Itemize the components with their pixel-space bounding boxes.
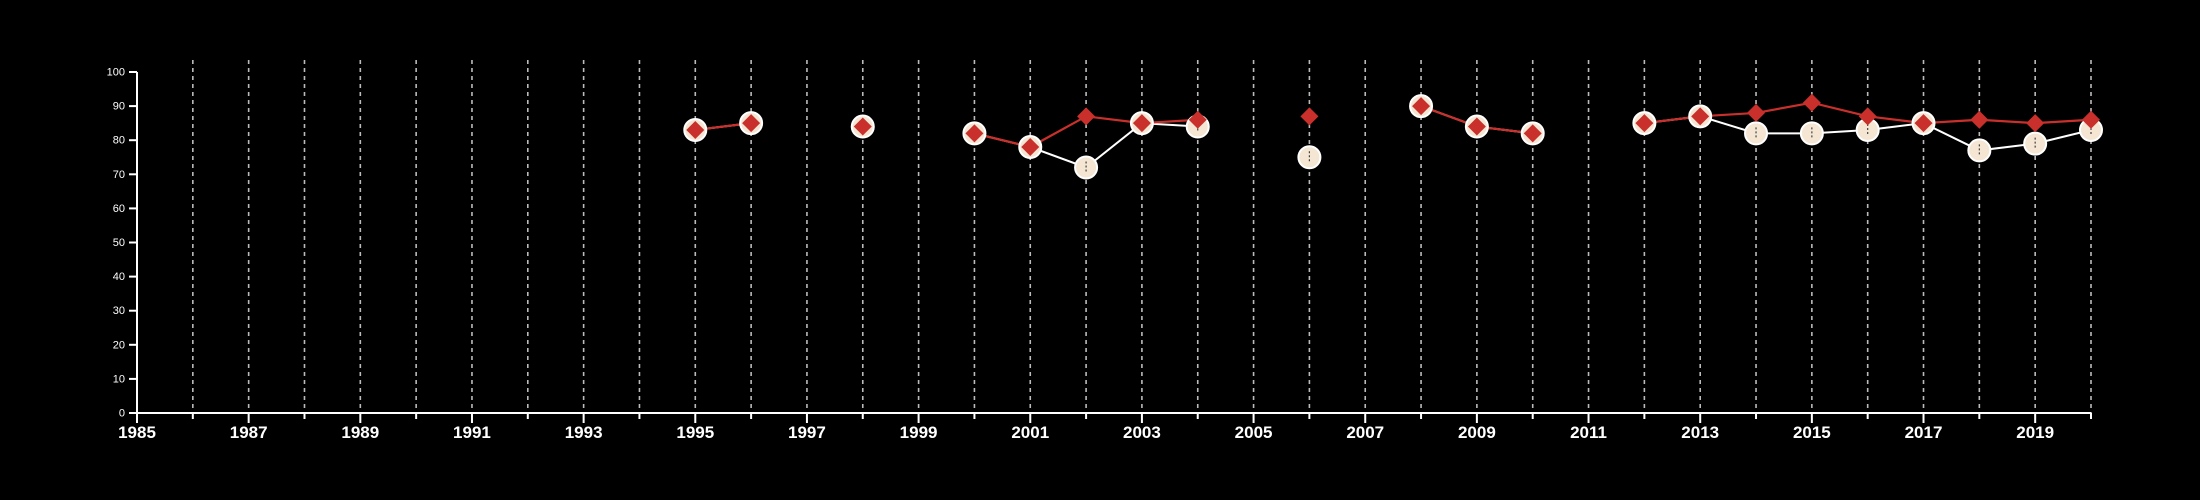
diamond-point-1998 [853, 117, 872, 136]
x-tick-label-2017: 2017 [1905, 423, 1943, 442]
x-tick-label-2003: 2003 [1123, 423, 1161, 442]
y-tick-label-80: 80 [113, 135, 125, 147]
y-tick-label-30: 30 [113, 305, 125, 317]
diamond-point-2006 [1300, 107, 1319, 126]
diamond-point-2009 [1467, 117, 1486, 136]
x-tick-label-2011: 2011 [1570, 423, 1607, 442]
y-tick-label-90: 90 [113, 101, 125, 113]
y-tick-label-70: 70 [113, 169, 125, 181]
diamond-point-1995 [686, 120, 705, 139]
diamond-point-2015 [1802, 93, 1821, 112]
y-tick-label-40: 40 [113, 271, 125, 283]
x-tick-label-1995: 1995 [676, 423, 714, 442]
diamond-point-2001 [1021, 138, 1040, 157]
x-tick-label-1991: 1991 [453, 423, 491, 442]
x-tick-label-2007: 2007 [1346, 423, 1384, 442]
series [683, 93, 2103, 180]
y-tick-label-20: 20 [113, 339, 125, 351]
diamond-point-2018 [1970, 110, 1989, 129]
diamond-point-2004 [1188, 110, 1207, 129]
diamond-point-2014 [1747, 103, 1766, 122]
diamond-point-2002 [1077, 107, 1096, 126]
x-tick-label-1993: 1993 [565, 423, 603, 442]
diamond-point-2003 [1132, 114, 1151, 133]
x-tick-label-2013: 2013 [1681, 423, 1719, 442]
diamond-point-2016 [1858, 107, 1877, 126]
diamond-point-1996 [742, 114, 761, 133]
x-tick-label-2009: 2009 [1458, 423, 1496, 442]
diamond-point-2020 [2082, 110, 2100, 129]
y-tick-label-100: 100 [107, 67, 125, 79]
x-tick-label-1997: 1997 [788, 423, 826, 442]
x-tick-label-1985: 1985 [118, 423, 156, 442]
x-tick-label-2001: 2001 [1011, 423, 1049, 442]
y-tick-label-0: 0 [119, 408, 125, 420]
y-tick-label-60: 60 [113, 203, 125, 215]
diamond-point-2017 [1914, 114, 1933, 133]
y-tick-label-50: 50 [113, 237, 125, 249]
axes: 0 10 20 30 40 50 60 70 80 90 100 1985 1987 1989 1991 19… [107, 67, 2092, 442]
diamond-point-2013 [1691, 107, 1710, 126]
x-tick-label-2019: 2019 [2016, 423, 2054, 442]
diamond-point-2012 [1635, 114, 1654, 133]
diamond-point-2000 [965, 124, 984, 143]
x-tick-label-2015: 2015 [1793, 423, 1831, 442]
y-tick-label-10: 10 [113, 373, 125, 385]
diamond-point-2010 [1523, 124, 1542, 143]
x-tick-label-1987: 1987 [230, 423, 268, 442]
diamond-point-2008 [1412, 97, 1431, 116]
x-tick-label-1999: 1999 [900, 423, 938, 442]
x-tick-label-2005: 2005 [1235, 423, 1273, 442]
diamond-point-2019 [2026, 114, 2045, 133]
x-tick-label-1989: 1989 [341, 423, 379, 442]
